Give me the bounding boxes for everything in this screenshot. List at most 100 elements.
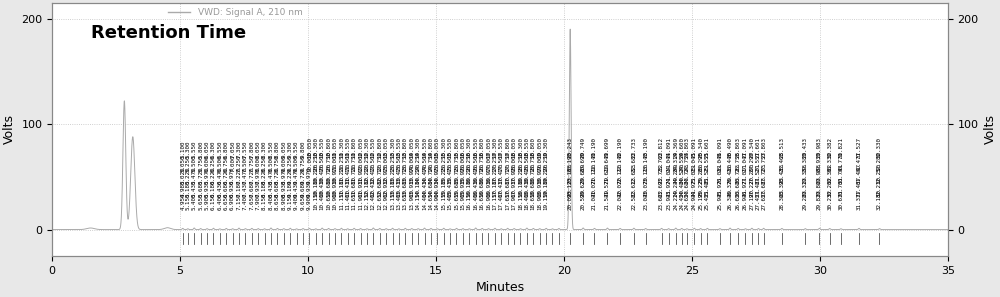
Text: 6.300: 6.300	[211, 140, 216, 158]
Text: 10.180: 10.180	[313, 176, 318, 197]
Text: 5.900: 5.900	[204, 192, 209, 209]
Text: 21.070: 21.070	[592, 176, 597, 197]
Text: 7.650: 7.650	[249, 192, 254, 209]
Text: 12.500: 12.500	[371, 151, 376, 172]
Text: 13.250: 13.250	[390, 151, 395, 172]
Text: 15.800: 15.800	[454, 137, 459, 158]
Text: 24.520: 24.520	[679, 163, 684, 184]
Text: 11.430: 11.430	[345, 176, 350, 197]
Text: 24.803: 24.803	[684, 137, 689, 158]
Text: 16.250: 16.250	[467, 151, 472, 172]
Text: 29.383: 29.383	[803, 151, 808, 172]
Text: 17.680: 17.680	[505, 176, 510, 197]
Text: 16.650: 16.650	[480, 189, 485, 209]
Text: 23.692: 23.692	[659, 176, 664, 197]
VWD: Signal A, 210 nm: (34.3, 0): Signal A, 210 nm: (34.3, 0)	[925, 228, 937, 231]
Text: 28.393: 28.393	[779, 176, 784, 197]
Text: 10.430: 10.430	[320, 176, 325, 197]
Text: 27.683: 27.683	[761, 176, 766, 197]
Text: 15.430: 15.430	[448, 176, 453, 197]
Text: 28.513: 28.513	[779, 137, 784, 158]
Text: 16.900: 16.900	[486, 189, 491, 209]
Text: 5.020: 5.020	[180, 167, 185, 184]
Text: 14.470: 14.470	[422, 163, 427, 184]
Text: 17.180: 17.180	[492, 176, 497, 197]
Text: 8.000: 8.000	[256, 154, 261, 172]
Text: 6.050: 6.050	[204, 140, 209, 158]
Text: 15.050: 15.050	[435, 137, 440, 158]
Text: 27.220: 27.220	[749, 176, 754, 197]
Text: 18.550: 18.550	[524, 137, 529, 158]
Text: 20.193: 20.193	[568, 151, 573, 172]
Text: 27.601: 27.601	[756, 137, 761, 158]
Text: 22.653: 22.653	[631, 163, 636, 184]
Text: 8.250: 8.250	[262, 154, 267, 172]
Text: 5.300: 5.300	[185, 140, 190, 158]
Text: 22.190: 22.190	[618, 137, 623, 158]
Text: 14.400: 14.400	[422, 189, 427, 209]
Text: 24.653: 24.653	[684, 189, 689, 209]
Text: 19.150: 19.150	[544, 189, 549, 209]
Text: 14.750: 14.750	[428, 151, 433, 172]
Text: 9.900: 9.900	[307, 192, 312, 209]
Text: 12.150: 12.150	[364, 189, 369, 209]
Text: 30.382: 30.382	[827, 137, 832, 158]
Text: 16.930: 16.930	[486, 176, 491, 197]
Text: 17.250: 17.250	[492, 151, 497, 172]
Text: 7.250: 7.250	[236, 154, 241, 172]
Text: 5.800: 5.800	[198, 140, 203, 158]
Text: 10.500: 10.500	[320, 151, 325, 172]
Text: 25.601: 25.601	[705, 137, 710, 158]
Text: 23.140: 23.140	[643, 151, 648, 172]
Text: 14.000: 14.000	[409, 151, 414, 172]
Text: 8.500: 8.500	[268, 154, 273, 172]
Text: 5.220: 5.220	[185, 167, 190, 184]
Text: 12.470: 12.470	[371, 163, 376, 184]
Text: 21.140: 21.140	[592, 151, 597, 172]
Text: 8.220: 8.220	[262, 167, 267, 184]
Text: 10.650: 10.650	[326, 189, 331, 209]
Text: 24.450: 24.450	[679, 189, 684, 209]
Text: 11.900: 11.900	[358, 189, 363, 209]
VWD: Signal A, 210 nm: (20.2, 190): Signal A, 210 nm: (20.2, 190)	[564, 27, 576, 31]
Text: 5.100: 5.100	[180, 140, 185, 158]
Text: 11.970: 11.970	[358, 163, 363, 184]
Text: 19.050: 19.050	[537, 137, 542, 158]
Text: 9.220: 9.220	[288, 167, 293, 184]
Text: 14.720: 14.720	[428, 163, 433, 184]
Text: 19.300: 19.300	[544, 137, 549, 158]
Text: 18.050: 18.050	[512, 137, 517, 158]
Text: 15.000: 15.000	[435, 151, 440, 172]
Text: 21.619: 21.619	[605, 163, 610, 184]
Text: 16.550: 16.550	[473, 137, 478, 158]
Text: 7.000: 7.000	[230, 154, 235, 172]
Text: 30.701: 30.701	[838, 176, 843, 197]
Text: 14.970: 14.970	[435, 163, 440, 184]
Text: 23.732: 23.732	[659, 163, 664, 184]
Text: 19.250: 19.250	[544, 151, 549, 172]
Text: 13.300: 13.300	[390, 137, 395, 158]
Text: 20.163: 20.163	[568, 163, 573, 184]
Text: 17.500: 17.500	[499, 151, 504, 172]
Text: 18.970: 18.970	[537, 163, 542, 184]
Text: 5.250: 5.250	[185, 154, 190, 172]
Text: 11.650: 11.650	[352, 189, 357, 209]
Text: 25.260: 25.260	[698, 163, 703, 184]
Text: 11.150: 11.150	[339, 189, 344, 209]
Text: 32.330: 32.330	[877, 137, 882, 158]
Text: 21.190: 21.190	[592, 137, 597, 158]
VWD: Signal A, 210 nm: (33.3, 0): Signal A, 210 nm: (33.3, 0)	[898, 228, 910, 231]
Text: 29.933: 29.933	[817, 151, 822, 172]
Text: 23.662: 23.662	[659, 189, 664, 209]
Text: 20.599: 20.599	[581, 189, 586, 209]
Text: 18.150: 18.150	[518, 189, 523, 209]
Text: 17.970: 17.970	[512, 163, 517, 184]
Text: 27.260: 27.260	[749, 163, 754, 184]
Text: 16.750: 16.750	[480, 151, 485, 172]
Text: 5.430: 5.430	[192, 179, 197, 197]
Text: 5.930: 5.930	[204, 179, 209, 197]
VWD: Signal A, 210 nm: (35, 0): Signal A, 210 nm: (35, 0)	[942, 228, 954, 231]
Text: 7.430: 7.430	[243, 179, 248, 197]
Text: 16.970: 16.970	[486, 163, 491, 184]
Text: 6.500: 6.500	[217, 154, 222, 172]
